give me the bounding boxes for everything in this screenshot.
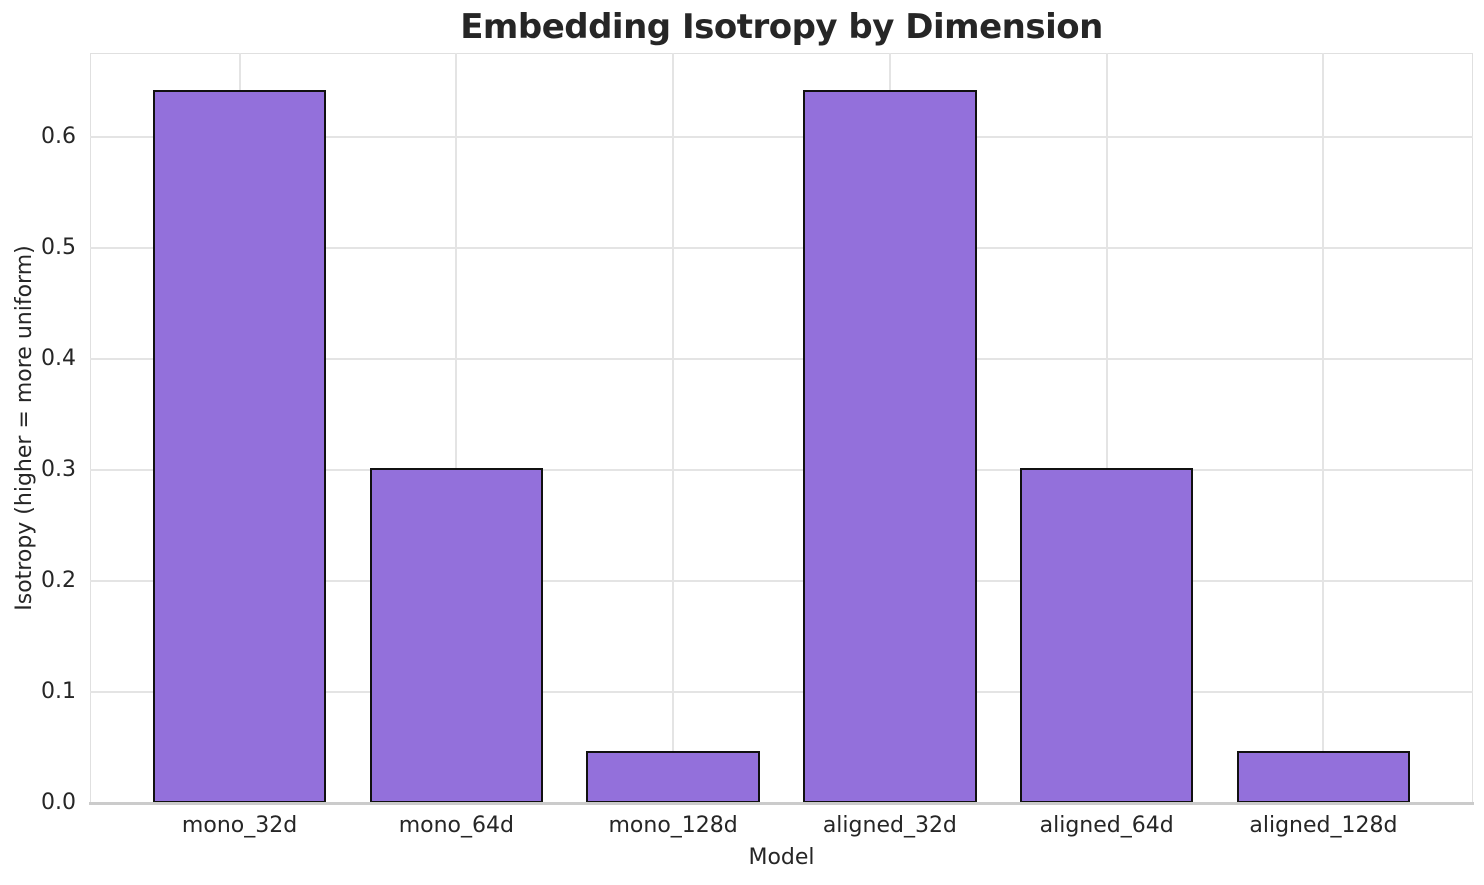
y-tick-label-0.2: 0.2 <box>41 568 76 594</box>
x-tick-label-aligned_64d: aligned_64d <box>1039 813 1174 838</box>
gridline-y-0.6 <box>90 136 1473 139</box>
gridline-y-0.3 <box>90 469 1473 472</box>
x-tick-label-aligned_32d: aligned_32d <box>822 813 957 838</box>
gridline-y-0.5 <box>90 247 1473 250</box>
bar-mono_128d <box>586 750 760 803</box>
y-tick-label-0.5: 0.5 <box>41 235 76 261</box>
gridline-x-mono_128d <box>672 53 675 803</box>
plot-spine-bottom <box>89 801 1474 805</box>
gridline-y-0.1 <box>90 691 1473 694</box>
bar-aligned_64d <box>1019 467 1194 803</box>
chart-title: Embedding Isotropy by Dimension <box>460 7 1103 47</box>
gridline-x-mono_64d <box>455 53 458 803</box>
gridline-y-0.2 <box>90 580 1473 583</box>
y-tick-label-0.1: 0.1 <box>41 679 76 705</box>
bar-mono_64d <box>369 467 544 803</box>
y-tick-label-0.6: 0.6 <box>41 124 76 150</box>
x-axis-label: Model <box>748 845 815 870</box>
x-tick-label-mono_32d: mono_32d <box>181 813 298 838</box>
gridline-x-aligned_128d <box>1322 53 1325 803</box>
gridline-y-0.4 <box>90 358 1473 361</box>
bar-aligned_32d <box>803 89 977 803</box>
y-axis-label: Isotropy (higher = more uniform) <box>12 245 37 611</box>
y-tick-label-0.3: 0.3 <box>41 457 76 483</box>
x-tick-label-aligned_128d: aligned_128d <box>1249 813 1398 838</box>
y-tick-label-0.0: 0.0 <box>41 790 76 815</box>
bar-aligned_128d <box>1236 750 1411 803</box>
x-tick-label-mono_64d: mono_64d <box>398 813 514 838</box>
y-tick-label-0.4: 0.4 <box>41 346 76 372</box>
bar-mono_32d <box>152 89 327 803</box>
gridline-x-aligned_64d <box>1105 53 1108 803</box>
x-tick-label-mono_128d: mono_128d <box>608 813 738 838</box>
